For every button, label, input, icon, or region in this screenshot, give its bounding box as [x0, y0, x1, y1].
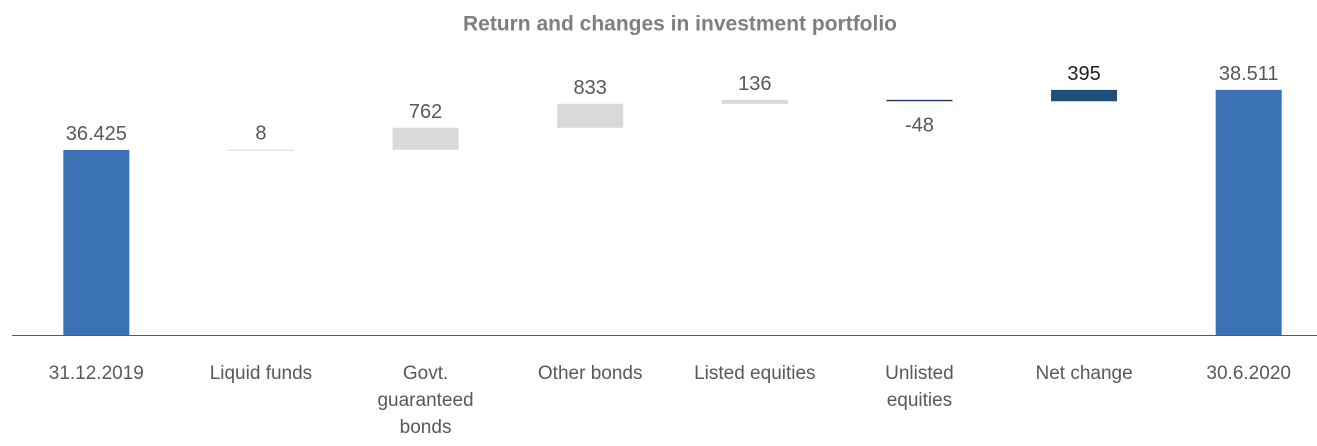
bar [392, 127, 459, 150]
x-tick-label: Other bonds [537, 363, 643, 384]
x-tick-label: Net change [1035, 363, 1133, 384]
value-label: 8 [255, 123, 266, 145]
bar [1051, 89, 1118, 102]
bar [557, 103, 624, 128]
value-label: 762 [409, 101, 442, 123]
x-tick-label: Liquid funds [209, 363, 313, 384]
x-tick-label: Listed equities [694, 363, 816, 384]
bar [227, 149, 294, 151]
value-label: 136 [738, 73, 771, 95]
value-label: 833 [574, 77, 607, 99]
value-label: 36.425 [66, 123, 127, 145]
x-tick-label: Unlisted equities [885, 363, 954, 411]
chart-title: Return and changes in investment portfol… [463, 13, 897, 36]
bar [63, 149, 130, 335]
value-label: -48 [905, 114, 934, 136]
x-tick-label: 30.6.2020 [1206, 363, 1291, 384]
value-label: 38.511 [1219, 63, 1279, 85]
bar [886, 99, 953, 102]
value-label: 395 [1067, 63, 1100, 85]
x-tick-label: Govt. guaranteed bonds [377, 363, 474, 438]
x-tick-label: 31.12.2019 [48, 363, 144, 384]
bar [721, 99, 788, 104]
bar [1215, 89, 1282, 335]
